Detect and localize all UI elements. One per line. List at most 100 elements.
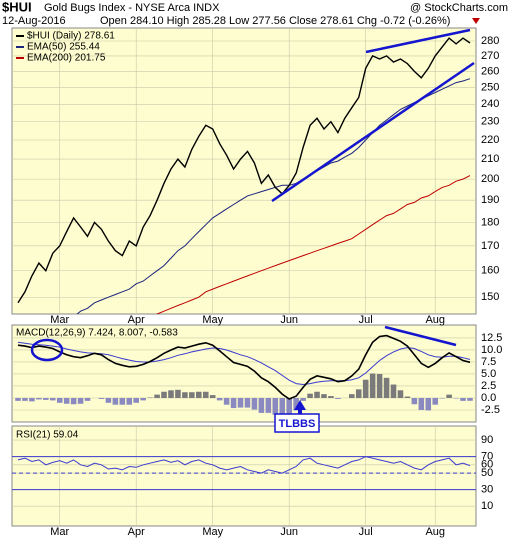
histogram-bar (418, 397, 425, 410)
x-tick-label: Mar (50, 314, 69, 326)
histogram-bar (467, 397, 473, 401)
panel-plot (12, 426, 476, 526)
histogram-bar (265, 397, 272, 413)
y-tick-label: 90 (481, 434, 493, 446)
y-tick-label: 280 (481, 35, 499, 47)
histogram-bar (460, 397, 466, 401)
y-tick-label: 30 (481, 484, 493, 496)
histogram-bar (36, 397, 42, 400)
price-panel (11, 27, 477, 315)
y-tick-label: 150 (481, 291, 499, 303)
histogram-bar (328, 396, 334, 398)
histogram-bar (223, 397, 230, 405)
quote: Open 284.10 High 285.28 Low 277.56 Close… (100, 15, 450, 27)
histogram-bar (446, 394, 452, 398)
histogram-bar (202, 391, 209, 398)
histogram-bar (258, 397, 265, 413)
y-tick-label: 260 (481, 65, 499, 77)
histogram-bar (349, 394, 355, 398)
histogram-bar (63, 397, 70, 404)
histogram-bar (411, 397, 418, 405)
histogram-bar (244, 397, 251, 408)
legend-label: EMA(50) 255.44 (27, 42, 100, 53)
x-tick-label: Mar (50, 526, 69, 538)
histogram-bar (383, 377, 390, 398)
histogram-bar (390, 384, 397, 398)
price-line (76, 78, 471, 314)
macd-line (17, 334, 471, 400)
panel-plot (12, 28, 476, 314)
histogram-bar (119, 397, 126, 405)
histogram-bar (189, 392, 195, 398)
histogram-bar (49, 397, 56, 401)
y-tick-label: 200 (481, 173, 499, 185)
legend-label: RSI(21) 59.04 (16, 430, 79, 441)
x-tick-label: Jul (359, 314, 373, 326)
y-tick-label: 12.5 (481, 332, 502, 344)
y-tick-label: 50 (481, 467, 493, 479)
annotations (30, 28, 475, 362)
y-tick-label: 160 (481, 265, 499, 277)
histogram-bar (133, 397, 139, 403)
date: 12-Aug-2016 (2, 15, 66, 27)
legend-label: MACD(12,26,9) 7.424, 8.007, -0.583 (16, 328, 178, 339)
histogram-bar (154, 394, 160, 398)
histogram-bar (196, 391, 202, 398)
histogram-bar (15, 397, 21, 401)
histogram-bar (355, 389, 362, 398)
histogram-bar (251, 397, 258, 410)
y-tick-label: 2.5 (481, 380, 496, 392)
arrow (294, 400, 306, 414)
histogram-bar (376, 373, 383, 398)
histogram-bar (175, 389, 181, 398)
histogram-bar (230, 397, 237, 409)
histogram-bar (314, 391, 320, 398)
price-line (155, 175, 471, 314)
y-tick-label: 180 (481, 216, 499, 228)
macd-panel (11, 324, 477, 423)
histogram-bar (140, 397, 146, 401)
y-tick-label: 0.0 (481, 392, 496, 404)
x-tick-label: May (202, 314, 223, 326)
histogram-bar (279, 397, 286, 417)
legend-label: EMA(200) 201.75 (27, 53, 106, 64)
annotation: TLBBS (279, 418, 316, 430)
histogram-bar (161, 391, 167, 398)
trend-line (384, 325, 457, 347)
legend-label: $HUI (Daily) 278.61 (27, 31, 115, 42)
histogram-bar (77, 397, 84, 404)
histogram-bar (237, 397, 244, 408)
x-tick-label: Jun (280, 526, 298, 538)
histogram-bar (300, 397, 306, 401)
down-arrow (472, 18, 480, 24)
histogram-bar (209, 395, 216, 398)
x-tick-label: Jun (280, 314, 298, 326)
histogram-bar (397, 390, 404, 398)
histogram-bar (84, 397, 91, 401)
x-tick-label: Aug (425, 314, 445, 326)
histogram-bar (307, 393, 313, 398)
histogram-bar (22, 397, 28, 401)
price-line (17, 37, 471, 304)
y-tick-label: 60 (481, 459, 493, 471)
trend-line (271, 61, 475, 203)
y-tick-label: 70 (481, 450, 493, 462)
histogram-bar (182, 392, 188, 398)
x-tick-label: May (202, 526, 223, 538)
rsi-line (17, 456, 471, 474)
x-tick-label: Aug (425, 526, 445, 538)
y-tick-label: 230 (481, 116, 499, 128)
histogram-bar (286, 397, 292, 417)
y-tick-label: 210 (481, 153, 499, 165)
histogram-bar (105, 397, 112, 403)
rsi-panel (11, 425, 477, 527)
y-tick-label: 170 (481, 240, 499, 252)
x-tick-label: Jul (359, 526, 373, 538)
panel-plot (12, 334, 476, 417)
chart-subtitle: Gold Bugs Index - NYSE Arca INDX (44, 2, 220, 14)
histogram-bar (425, 397, 432, 411)
annotation-box (274, 413, 320, 433)
y-tick-label: 190 (481, 194, 499, 206)
histogram-bar (404, 396, 411, 398)
